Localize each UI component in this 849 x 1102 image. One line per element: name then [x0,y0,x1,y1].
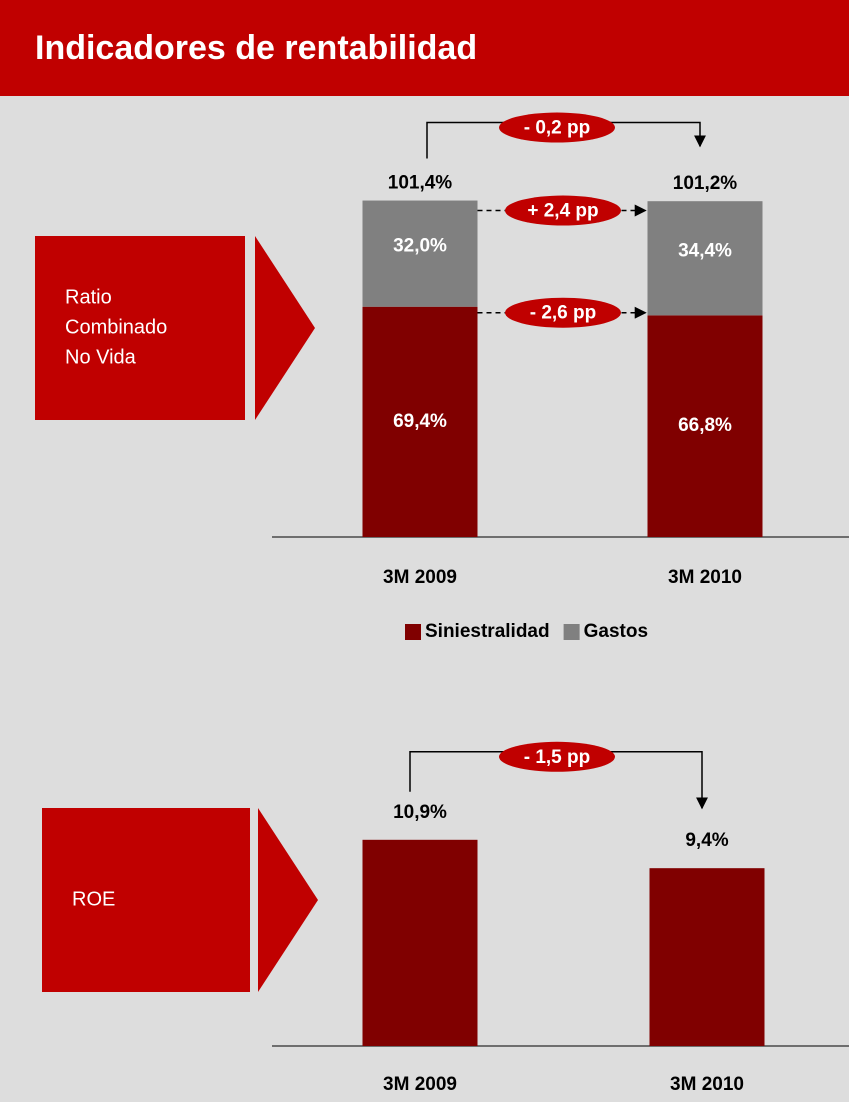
annotation: - 0,2 pp [524,118,591,139]
side-label: Ratio [65,286,112,308]
annotation-bubble [499,741,615,772]
total-label: 101,4% [388,173,453,194]
legend-swatch [405,624,421,640]
label-box [35,236,245,420]
annotation-bubble [499,112,615,143]
annotation: + 2,4 pp [527,201,598,222]
label-arrow [255,236,315,420]
total-label: 101,2% [673,173,738,194]
x-tick-label: 3M 2009 [383,567,457,588]
bar [649,868,765,1046]
annotation-bubble [505,297,621,328]
side-label: Combinado [65,316,167,338]
label-arrow [258,808,318,992]
header [0,0,849,96]
legend-label: Gastos [584,621,648,642]
side-label: ROE [72,888,115,910]
label-box [42,808,250,992]
value-label: 9,4% [685,830,728,851]
value-label: 10,9% [393,802,447,823]
x-tick-label: 3M 2010 [670,1074,744,1095]
value-label: 34,4% [678,240,732,261]
value-label: 66,8% [678,415,732,436]
legend-label: Siniestralidad [425,621,550,642]
bar-segment [647,201,763,316]
bar-segment [362,200,478,307]
x-tick-label: 3M 2010 [668,567,742,588]
value-label: 32,0% [393,236,447,257]
side-label: No Vida [65,346,137,368]
annotation-bubble [505,195,621,226]
annotation: - 2,6 pp [530,303,597,324]
legend-swatch [563,624,580,640]
page-title: Indicadores de rentabilidad [35,29,477,67]
annotation: - 1,5 pp [524,747,591,768]
bar-segment [362,306,478,537]
x-tick-label: 3M 2009 [383,1074,457,1095]
value-label: 69,4% [393,411,447,432]
bar-segment [647,315,763,537]
bar [362,839,478,1046]
